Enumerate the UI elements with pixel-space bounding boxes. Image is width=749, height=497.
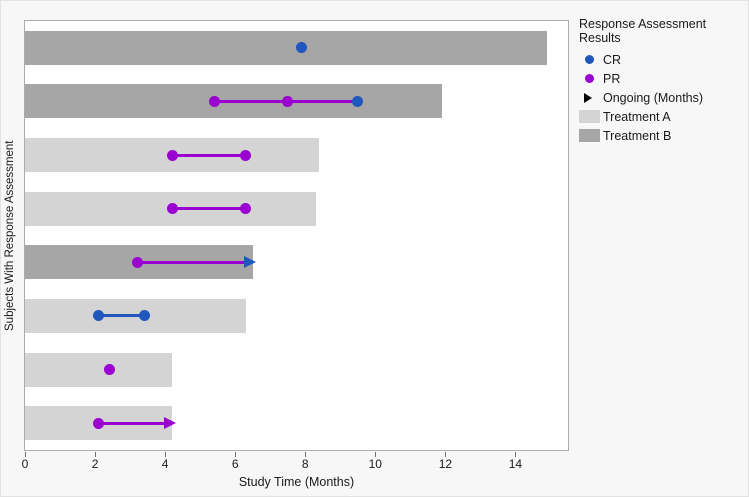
plot-area	[24, 20, 569, 451]
response-marker-cr[interactable]	[138, 310, 150, 322]
x-tick-label: 12	[438, 457, 453, 471]
x-tick-label: 8	[301, 457, 309, 471]
x-tick-label: 2	[91, 457, 99, 471]
legend: Response Assessment Results CR PR Ongoing …	[579, 17, 747, 145]
response-marker-pr[interactable]	[240, 149, 252, 161]
response-duration-line	[172, 153, 246, 157]
response-marker-pr[interactable]	[240, 203, 252, 215]
response-duration-line	[172, 207, 246, 211]
response-marker-pr[interactable]	[166, 149, 178, 161]
x-tick	[94, 452, 96, 457]
response-marker-cr[interactable]	[352, 95, 364, 107]
response-marker-pr[interactable]	[208, 95, 220, 107]
treatment-bar[interactable]	[25, 30, 547, 65]
legend-item-cr[interactable]: CR	[579, 50, 747, 69]
legend-icon-box	[579, 110, 603, 123]
legend-icon-box	[579, 92, 603, 103]
ongoing-arrowhead-icon	[163, 417, 176, 430]
response-marker-pr[interactable]	[93, 417, 105, 429]
ongoing-arrowhead-icon	[244, 256, 257, 269]
x-tick	[24, 452, 26, 457]
response-marker-pr[interactable]	[166, 203, 178, 215]
legend-icon-box	[579, 74, 603, 83]
response-marker-cr[interactable]	[93, 310, 105, 322]
response-duration-line	[98, 314, 145, 318]
x-tick	[374, 452, 376, 457]
x-tick	[234, 452, 236, 457]
legend-item-label: Treatment B	[603, 128, 672, 143]
x-tick-label: 0	[21, 457, 29, 471]
ongoing-arrow-line	[98, 421, 167, 425]
legend-item-treatment-b[interactable]: Treatment B	[579, 126, 747, 145]
legend-title: Response Assessment Results	[579, 17, 707, 45]
response-marker-pr[interactable]	[103, 364, 115, 376]
x-tick	[164, 452, 166, 457]
treatment-bar[interactable]	[25, 352, 173, 387]
triangle-right-icon	[584, 92, 592, 103]
legend-item-label: Treatment A	[603, 109, 671, 124]
response-marker-pr[interactable]	[282, 95, 294, 107]
x-tick	[304, 452, 306, 457]
x-tick-label: 4	[161, 457, 169, 471]
treatment_b-swatch-icon	[579, 129, 600, 142]
ongoing-arrow-line	[137, 260, 248, 264]
legend-item-treatment-a[interactable]: Treatment A	[579, 107, 747, 126]
legend-icon-box	[579, 55, 603, 64]
x-tick	[514, 452, 516, 457]
legend-item-pr[interactable]: PR	[579, 69, 747, 88]
legend-item-label: CR	[603, 52, 622, 67]
y-axis-label: Subjects With Response Assessment	[4, 140, 16, 331]
legend-items: CR PR Ongoing (Months) Treatment A Treatment…	[579, 50, 747, 145]
x-axis-label: Study Time (Months)	[238, 475, 355, 489]
legend-item-label: Ongoing (Months)	[603, 90, 704, 105]
x-tick	[444, 452, 446, 457]
x-tick-label: 14	[508, 457, 523, 471]
x-tick-label: 10	[368, 457, 382, 471]
legend-icon-box	[579, 129, 603, 142]
legend-item-label: PR	[603, 71, 621, 86]
response-marker-cr[interactable]	[296, 42, 308, 54]
response-marker-pr[interactable]	[131, 256, 143, 268]
legend-item-ongoing-months-[interactable]: Ongoing (Months)	[579, 88, 747, 107]
x-tick-label: 6	[231, 457, 239, 471]
cr-circle-icon	[585, 55, 594, 64]
pr-circle-icon	[585, 74, 594, 83]
treatment_a-swatch-icon	[579, 110, 600, 123]
